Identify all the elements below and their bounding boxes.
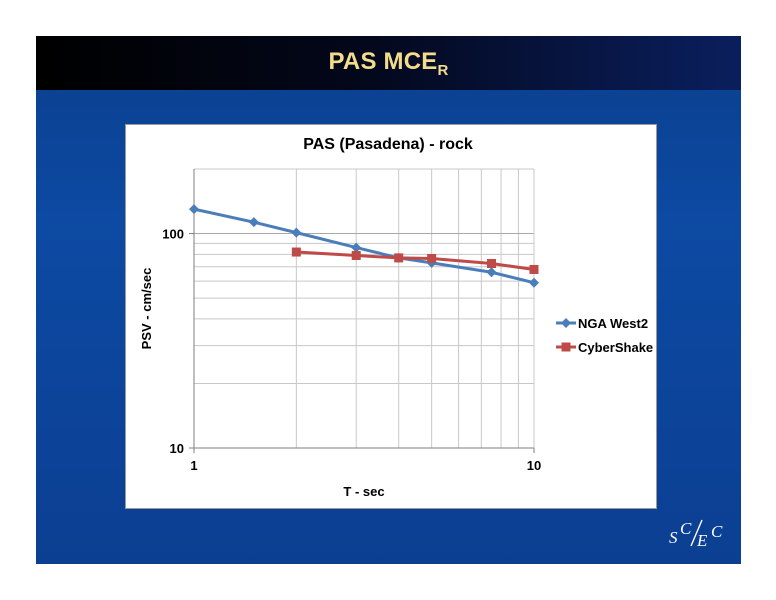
slide-title-main: PAS MCE [328, 47, 438, 75]
x-axis-title: T - sec [343, 484, 384, 499]
cybershake-point [351, 251, 361, 261]
cybershake-line [296, 250, 535, 271]
x-tick-label: 1 [190, 458, 197, 473]
chart-area: 1 10 10 100 PAS (Pasadena) - rock T - sec PSV … [125, 124, 657, 509]
scec-logo: S C E C [669, 519, 723, 550]
slide-title-subscript: R [437, 61, 449, 79]
nga-west2-point [529, 277, 539, 288]
svg-text:C: C [680, 519, 692, 538]
svg-text:E: E [696, 531, 708, 550]
legend-nga-west2-label: NGA West2 [578, 316, 648, 331]
svg-text:C: C [711, 522, 723, 541]
title-bar: PAS MCER [36, 36, 741, 90]
cybershake-point [427, 254, 437, 264]
cybershake-point [487, 259, 497, 269]
y-axis-title: PSV - cm/sec [139, 268, 154, 350]
y-tick-label: 10 [170, 441, 184, 456]
psv-chart: 1 10 10 100 PAS (Pasadena) - rock T - sec PSV … [139, 136, 653, 499]
chart-title: PAS (Pasadena) - rock [303, 136, 473, 153]
x-tick-label: 10 [527, 458, 541, 473]
legend-nga-west2-swatch-marker [561, 318, 571, 328]
slide-background: PAS MCER 1 10 10 100 PAS (Pasadena) - rock T … [36, 36, 741, 564]
slide-title: PAS MCER [328, 48, 448, 79]
cybershake-point [291, 247, 301, 257]
legend-cybershake-swatch-marker [561, 342, 571, 352]
nga-west2-point [486, 267, 497, 278]
nga-west2-point [189, 204, 199, 215]
nga-west2-point [248, 217, 259, 228]
legend-cybershake-label: CyberShake [578, 340, 653, 355]
cybershake-point [394, 253, 404, 263]
nga-west2-point [351, 242, 362, 253]
cybershake-point [529, 264, 539, 274]
svg-text:S: S [669, 528, 678, 547]
nga-west2-line [193, 207, 535, 285]
y-tick-label: 100 [162, 227, 184, 242]
nga-west2-point [291, 227, 302, 238]
